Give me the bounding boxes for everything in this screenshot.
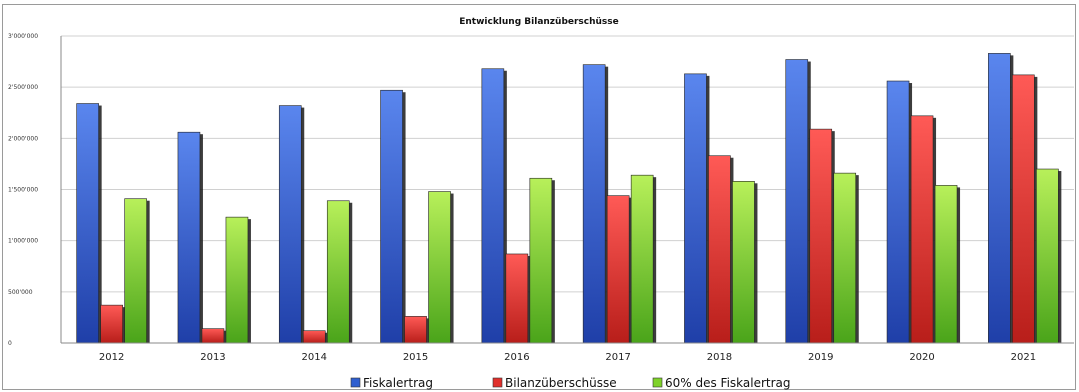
bar [732, 181, 755, 344]
bar [278, 105, 302, 344]
legend-swatch [492, 377, 503, 388]
y-tick-label: 0 [8, 340, 12, 347]
y-tick-label: 3'000'000 [8, 33, 38, 40]
x-tick-label: 2013 [200, 352, 225, 363]
y-tick-label: 2'500'000 [8, 84, 38, 91]
bar [910, 115, 934, 344]
x-tick-label: 2017 [605, 352, 630, 363]
bars [76, 53, 1062, 344]
bar [124, 198, 147, 344]
bar [481, 68, 505, 344]
bar [225, 216, 249, 344]
bar [809, 128, 833, 344]
bar [428, 191, 451, 344]
bar [529, 177, 553, 344]
x-tick-label: 2019 [808, 352, 833, 363]
bar [100, 304, 123, 344]
bar [404, 316, 427, 344]
bar [582, 64, 606, 344]
legend: Fiskalertrag Bilanzüberschüsse 60% des Fis… [350, 376, 791, 390]
bar [326, 200, 350, 344]
bar [1036, 168, 1059, 344]
bar [886, 80, 910, 344]
bar [988, 53, 1011, 344]
bar [606, 195, 630, 344]
x-tick-label: 2012 [99, 352, 124, 363]
legend-label: 60% des Fiskalertrag [665, 376, 791, 390]
bar [833, 172, 857, 344]
y-tick-label: 1'000'000 [8, 238, 38, 245]
y-tick-label: 2'000'000 [8, 135, 38, 142]
bar [76, 103, 99, 344]
bar [201, 328, 225, 344]
x-tick-label: 2016 [504, 352, 529, 363]
x-axis-ticks: 2012 2013 2014 2015 2016 2017 2018 2019 2020 2021 [99, 352, 1036, 363]
y-tick-label: 500'000 [8, 289, 33, 296]
chart-title: Entwicklung Bilanzüberschüsse [459, 17, 619, 27]
x-tick-label: 2021 [1011, 352, 1036, 363]
x-tick-label: 2014 [302, 352, 327, 363]
legend-swatch [350, 377, 361, 388]
bar [380, 89, 403, 344]
y-axis-ticks: 0 500'000 1'000'000 1'500'000 2'000'000 2'500… [8, 33, 38, 347]
bar [1012, 74, 1035, 344]
legend-label: Fiskalertrag [363, 376, 433, 390]
x-tick-label: 2018 [707, 352, 732, 363]
legend-label: Bilanzüberschüsse [505, 376, 617, 390]
bar [708, 155, 731, 344]
y-tick-label: 1'500'000 [8, 187, 38, 194]
bar [785, 59, 809, 344]
bar [505, 253, 529, 344]
bar [934, 185, 958, 344]
bar [302, 330, 326, 344]
x-tick-label: 2015 [403, 352, 428, 363]
bar [684, 73, 707, 344]
bar [630, 174, 654, 344]
bar [177, 131, 201, 344]
x-tick-label: 2020 [909, 352, 934, 363]
legend-swatch [652, 377, 663, 388]
